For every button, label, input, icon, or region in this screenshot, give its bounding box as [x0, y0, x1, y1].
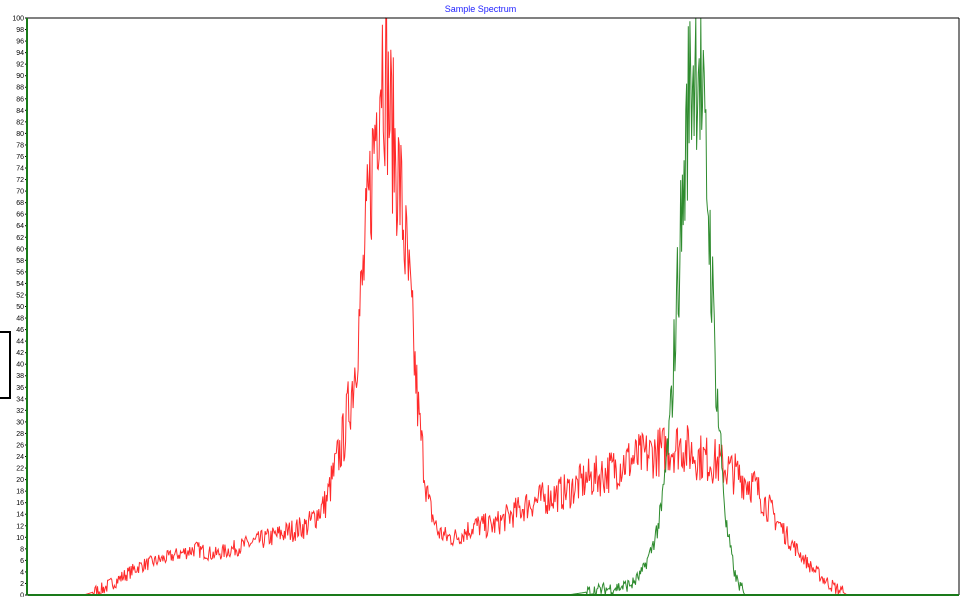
chart-title: Sample Spectrum [444, 4, 517, 14]
y-tick-label: 22 [16, 466, 24, 473]
series-line-1 [28, 17, 959, 596]
y-tick-label: 18 [16, 489, 24, 496]
y-tick-label: 40 [16, 362, 24, 369]
y-tick-label: 10 [16, 535, 24, 542]
y-tick-label: 86 [16, 96, 24, 103]
series-line-2 [28, 17, 959, 597]
y-axis-ticks: 0246810121416182022242628303234363840424… [12, 16, 28, 597]
y-tick-label: 34 [16, 396, 24, 403]
y-tick-label: 90 [16, 73, 24, 80]
y-tick-label: 4 [20, 569, 24, 576]
y-tick-label: 2 [20, 581, 24, 588]
axes [26, 17, 960, 596]
y-tick-label: 28 [16, 431, 24, 438]
y-tick-label: 64 [16, 223, 24, 230]
y-tick-label: 30 [16, 419, 24, 426]
y-tick-label: 76 [16, 154, 24, 161]
y-tick-label: 14 [16, 512, 24, 519]
y-tick-label: 42 [16, 350, 24, 357]
y-tick-label: 84 [16, 108, 24, 115]
y-tick-label: 16 [16, 500, 24, 507]
y-tick-label: 96 [16, 39, 24, 46]
series-layer [28, 17, 959, 597]
y-tick-label: 50 [16, 304, 24, 311]
y-tick-label: 78 [16, 142, 24, 149]
y-tick-label: 44 [16, 339, 24, 346]
y-tick-label: 0 [20, 593, 24, 597]
y-tick-label: 38 [16, 373, 24, 380]
y-tick-label: 24 [16, 454, 24, 461]
y-tick-label: 74 [16, 166, 24, 173]
y-tick-label: 32 [16, 408, 24, 415]
y-tick-label: 66 [16, 212, 24, 219]
y-tick-label: 68 [16, 200, 24, 207]
y-tick-label: 26 [16, 442, 24, 449]
y-tick-label: 20 [16, 477, 24, 484]
y-tick-label: 62 [16, 235, 24, 242]
y-tick-label: 52 [16, 292, 24, 299]
side-panel-frame [0, 331, 11, 399]
y-tick-label: 48 [16, 316, 24, 323]
y-tick-label: 58 [16, 258, 24, 265]
y-tick-label: 54 [16, 281, 24, 288]
y-tick-label: 12 [16, 523, 24, 530]
y-tick-label: 60 [16, 246, 24, 253]
y-tick-label: 46 [16, 327, 24, 334]
y-tick-label: 56 [16, 269, 24, 276]
y-tick-label: 72 [16, 177, 24, 184]
y-tick-label: 94 [16, 50, 24, 57]
y-tick-label: 36 [16, 385, 24, 392]
y-tick-label: 88 [16, 85, 24, 92]
y-tick-label: 98 [16, 27, 24, 34]
y-tick-label: 8 [20, 546, 24, 553]
y-tick-label: 82 [16, 119, 24, 126]
y-tick-label: 70 [16, 189, 24, 196]
y-tick-label: 6 [20, 558, 24, 565]
y-tick-label: 80 [16, 131, 24, 138]
y-tick-label: 100 [12, 16, 24, 23]
y-tick-label: 92 [16, 62, 24, 69]
